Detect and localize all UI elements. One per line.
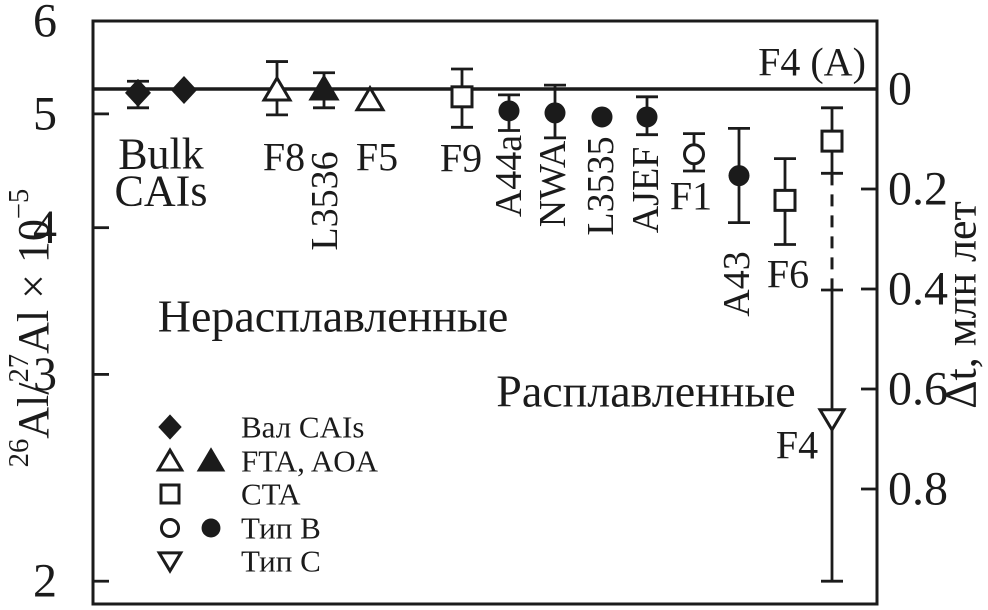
point-label-F9: F9 — [440, 136, 482, 181]
region-label-unmelted: Нерасплавленные — [158, 291, 509, 342]
point-label-F4: F4 — [776, 423, 818, 468]
legend-marker-square-open-row3 — [159, 483, 181, 505]
marker-AJEF — [636, 106, 658, 128]
point-label-F1: F1 — [670, 174, 712, 219]
point-label-L3536: L3536 — [304, 151, 346, 250]
plot-border — [91, 19, 879, 606]
legend-marker-circle-open-row4 — [159, 517, 181, 539]
left-axis-tick-label: 3 — [33, 348, 57, 401]
left-axis-tick-label: 6 — [33, 0, 57, 47]
right-axis-title: Δt, млн лет — [937, 201, 986, 409]
right-axis-tick-label: 0.6 — [888, 363, 948, 416]
legend-marker-diamond-filled-row1 — [158, 414, 182, 440]
legend-label-row5: Тип C — [241, 544, 321, 579]
point-label-NWA: NWA — [532, 140, 574, 227]
right-axis-tick-label: 0.2 — [888, 163, 948, 216]
marker-A43 — [728, 165, 750, 187]
legend-marker-circle-filled-row4 — [201, 518, 221, 538]
marker-F6 — [773, 188, 797, 212]
marker-L3535 — [591, 106, 613, 128]
marker-F4 — [817, 408, 847, 433]
bulk-cais-line-2: CAIs — [115, 167, 208, 216]
marker-NWA — [544, 102, 566, 124]
point-label-AJEF: AJEF — [625, 147, 667, 234]
marker-F1 — [683, 143, 705, 166]
left-axis-tick-label: 2 — [33, 555, 57, 608]
legend-marker-triangle-down-open-row5 — [156, 551, 184, 574]
point-label-F6: F6 — [767, 252, 809, 297]
bulk-cais-line-1: Bulk — [118, 130, 204, 179]
point-label-A43: A43 — [716, 251, 758, 316]
marker-bulk-cai-1 — [125, 78, 151, 107]
marker-F8 — [261, 75, 293, 102]
legend-marker-triangle-open-row2 — [155, 447, 185, 472]
marker-F9 — [450, 85, 474, 109]
point-label-F8: F8 — [263, 135, 305, 180]
marker-F5 — [354, 84, 386, 112]
point-label-A44a: A44a — [488, 135, 530, 217]
legend-label-row2: FTA, AOA — [241, 444, 379, 479]
point-label-L3535: L3535 — [580, 136, 622, 235]
right-axis-tick-label: 0.4 — [888, 263, 948, 316]
legend-label-row4: Тип B — [241, 511, 321, 546]
legend-marker-triangle-filled-row2 — [196, 447, 226, 472]
left-axis-tick-label: 5 — [33, 87, 57, 140]
legend-label-row1: Вал CAIs — [241, 410, 364, 445]
legend-label-row3: CTA — [241, 477, 301, 512]
marker-A44a — [498, 100, 520, 122]
left-axis-tick-label: 4 — [33, 201, 57, 254]
right-axis-tick-label: 0 — [888, 63, 912, 116]
point-label-F4-A: F4 (A) — [758, 40, 866, 85]
left-axis-title: 26Al/27Al × 10−5 — [4, 189, 58, 468]
point-label-F5: F5 — [356, 135, 398, 180]
marker-F4-A — [820, 129, 844, 153]
right-axis-tick-label: 0.8 — [888, 463, 948, 516]
marker-bulk-cai-2 — [171, 75, 197, 104]
marker-L3536 — [308, 74, 340, 101]
region-label-melted: Расплавленные — [496, 366, 795, 417]
